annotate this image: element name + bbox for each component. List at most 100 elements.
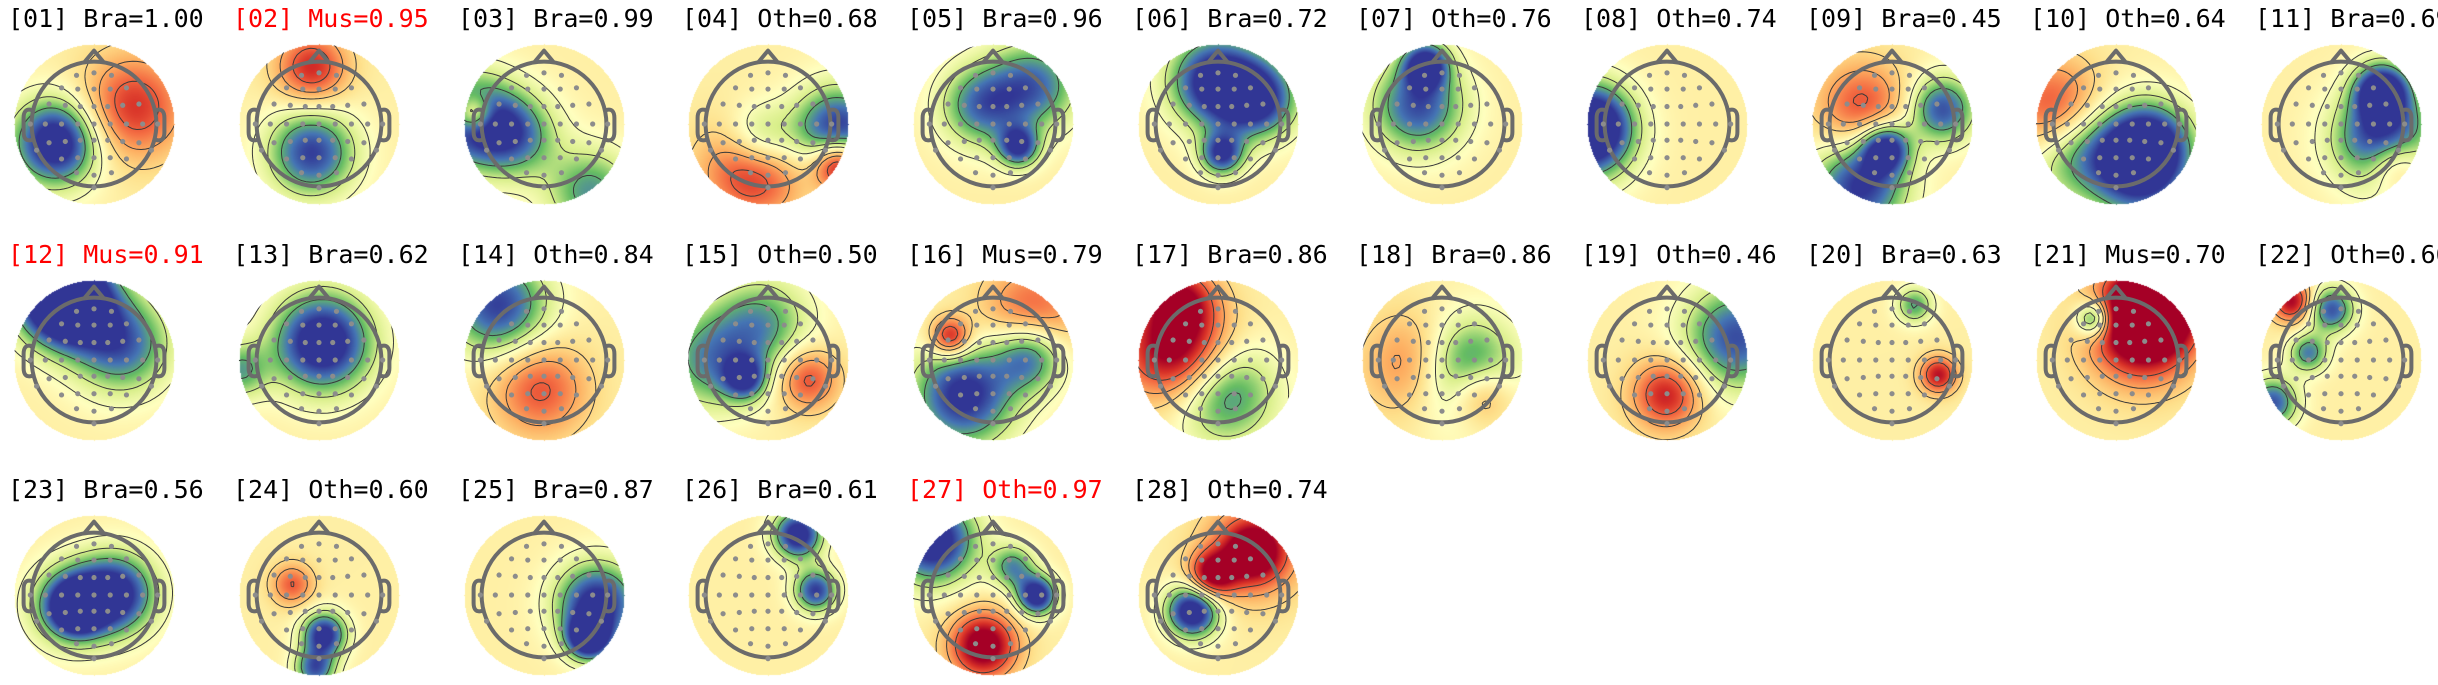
electrode: [541, 137, 547, 143]
electrode: [1019, 138, 1025, 145]
electrode: [2370, 321, 2377, 327]
component-cell: [25] Bra=0.87: [458, 475, 658, 685]
electrode: [976, 608, 982, 614]
electrode: [1471, 357, 1478, 363]
component-label: [09] Bra=0.45: [1806, 4, 2002, 33]
electrode: [512, 102, 518, 108]
electrode: [316, 137, 322, 143]
electrode: [1453, 103, 1459, 110]
electrode: [926, 121, 932, 127]
nose: [981, 48, 1005, 64]
electrode: [732, 592, 739, 598]
electrode: [2113, 322, 2119, 328]
electrode: [1186, 338, 1192, 344]
electrode: [252, 121, 258, 127]
electrode: [781, 557, 787, 563]
nose: [1206, 519, 1230, 535]
component-label: [28] Oth=0.74: [1132, 475, 1328, 504]
electrode: [345, 338, 351, 344]
electrode: [380, 357, 386, 363]
electrode: [781, 322, 787, 328]
electrode: [765, 103, 771, 110]
electrode: [751, 137, 757, 143]
right-ear: [379, 343, 392, 379]
electrode: [573, 357, 580, 363]
electrode: [926, 592, 932, 598]
electrode: [2095, 308, 2102, 314]
electrode: [782, 406, 789, 412]
component-cell: [01] Bra=1.00: [8, 4, 208, 214]
electrode: [1007, 72, 1014, 78]
electrode: [302, 103, 308, 110]
electrode: [1182, 121, 1189, 127]
electrode: [1035, 572, 1041, 578]
electrode: [2113, 103, 2119, 110]
electrode: [1606, 147, 1613, 153]
electrode: [1186, 374, 1192, 381]
electrode: [2129, 357, 2135, 363]
component-cell: [24] Oth=0.60: [233, 475, 433, 685]
electrode: [91, 608, 97, 614]
electrode: [749, 592, 755, 598]
electrode: [1713, 357, 1719, 363]
electrode: [781, 626, 787, 632]
electrode: [1229, 103, 1235, 110]
electrode: [1680, 322, 1686, 328]
electrode: [990, 155, 996, 161]
electrode: [287, 338, 293, 344]
electrode: [1693, 374, 1699, 381]
electrode: [2370, 357, 2377, 363]
electrode: [1244, 374, 1250, 381]
topomap: [907, 40, 1083, 212]
electrode: [252, 592, 258, 598]
electrode: [2145, 357, 2152, 363]
electrode: [990, 592, 996, 598]
electrode: [779, 339, 785, 346]
electrode: [570, 609, 576, 616]
topomap: [8, 276, 184, 448]
electrode: [586, 376, 592, 382]
electrode: [990, 421, 996, 427]
electrode: [1456, 170, 1463, 176]
electrode: [1664, 121, 1670, 127]
electrode: [558, 406, 565, 412]
electrode: [1664, 408, 1670, 414]
electrode: [1182, 392, 1189, 398]
electrode: [732, 357, 739, 363]
electrode: [1619, 376, 1625, 382]
electrode: [941, 121, 947, 127]
electrode: [974, 155, 980, 161]
electrode: [1631, 392, 1638, 398]
electrode: [1151, 592, 1157, 598]
electrode: [1693, 138, 1699, 145]
electrode: [330, 137, 336, 143]
electrode: [271, 140, 277, 146]
left-ear: [246, 578, 259, 614]
electrode: [810, 140, 816, 146]
electrode: [91, 155, 97, 161]
electrode: [1455, 86, 1461, 92]
electrode: [1664, 339, 1670, 346]
electrode: [348, 85, 355, 91]
electrode: [990, 70, 996, 76]
electrode: [765, 339, 771, 346]
electrode: [512, 138, 518, 145]
electrode: [523, 170, 530, 176]
electrode: [555, 339, 561, 346]
topomap: [2030, 40, 2206, 212]
right-ear: [1502, 107, 1515, 143]
electrode: [1646, 170, 1653, 176]
electrode: [2322, 121, 2328, 127]
electrode: [1199, 592, 1205, 598]
electrode: [573, 85, 580, 91]
electrode: [736, 338, 742, 344]
electrode: [361, 376, 367, 382]
electrode: [271, 337, 277, 343]
electrode: [2113, 306, 2119, 312]
electrode: [1215, 656, 1221, 662]
electrode: [797, 592, 804, 598]
topomap: [233, 276, 409, 448]
electrode: [1648, 322, 1654, 328]
electrode: [1182, 321, 1189, 327]
right-ear: [1727, 107, 1740, 143]
